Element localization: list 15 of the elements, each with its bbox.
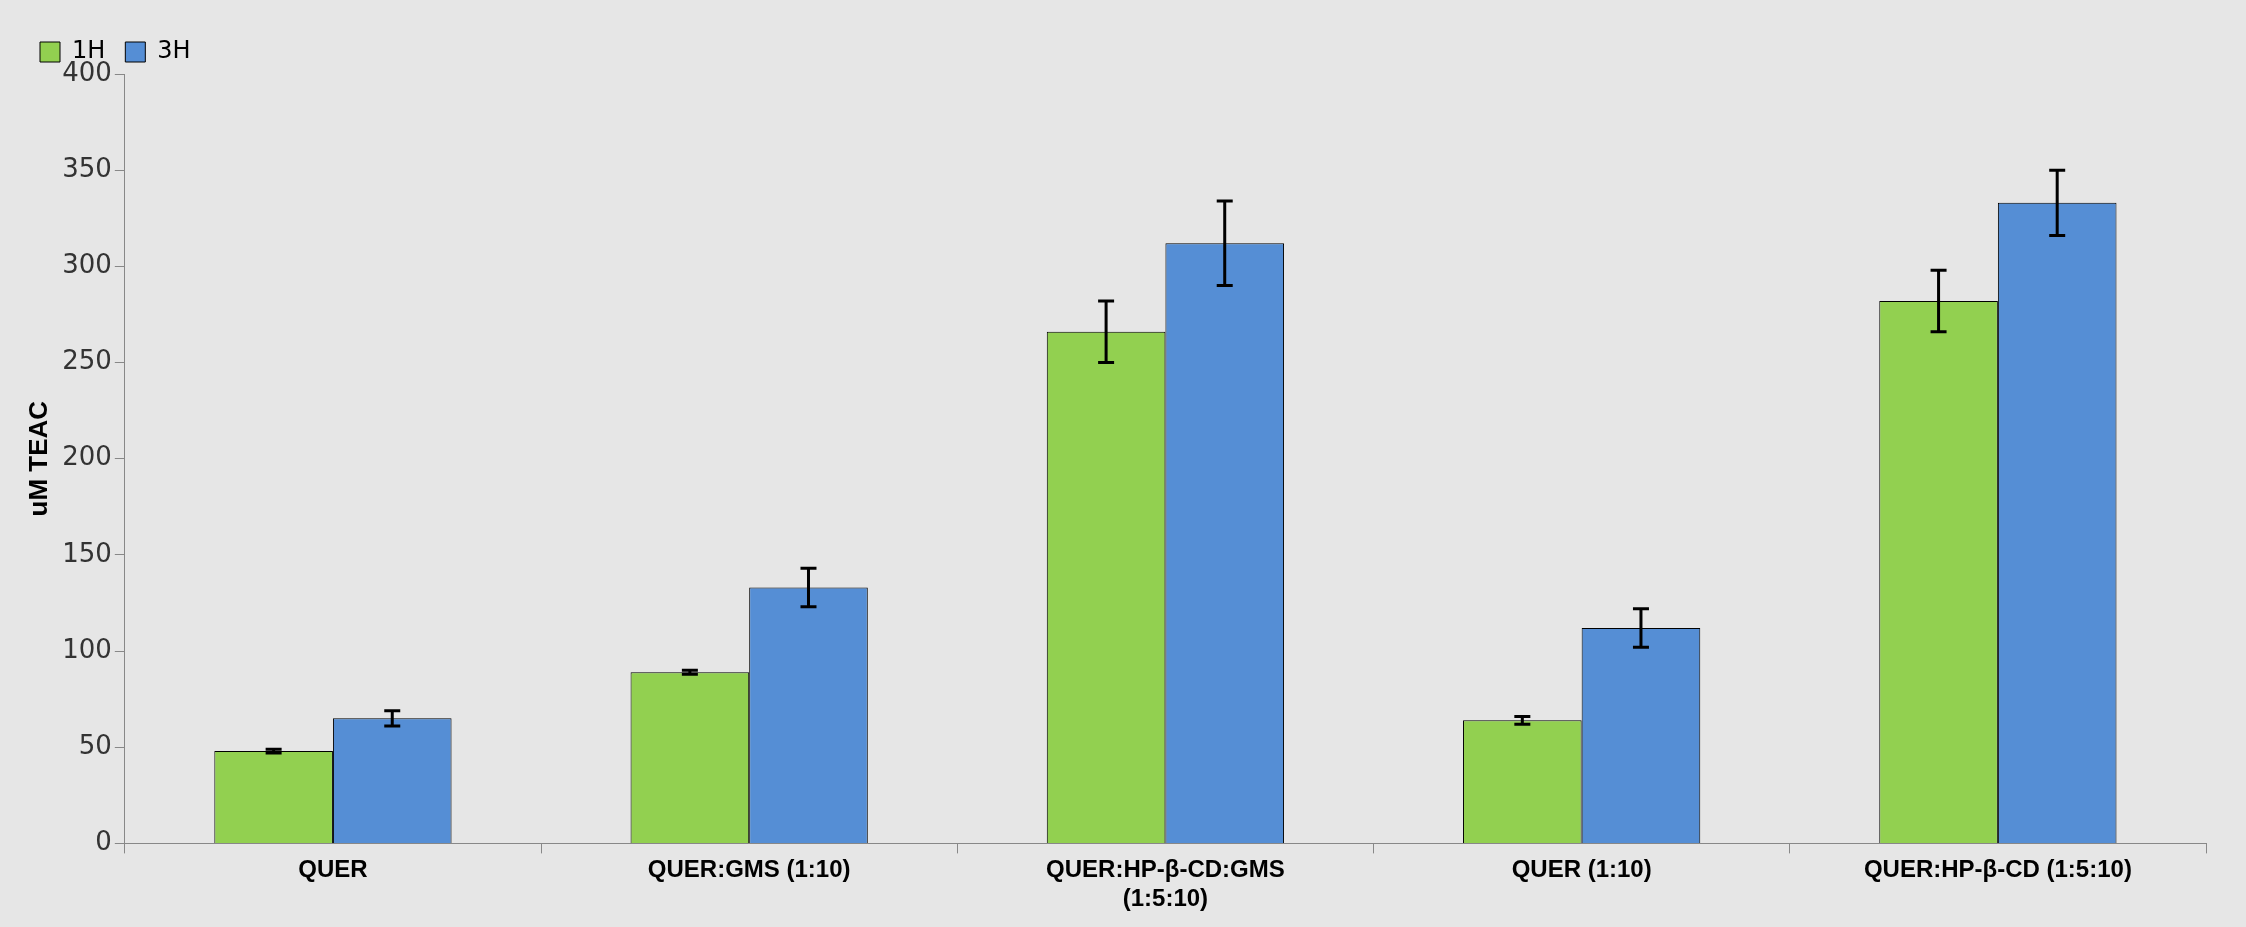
y-tick-label: 250 xyxy=(62,345,112,376)
y-axis-title: uM TEAC xyxy=(22,400,53,517)
y-tick-label: 350 xyxy=(62,152,112,183)
legend-label: 3H xyxy=(157,36,191,65)
x-tick-label: QUER xyxy=(298,855,368,883)
x-tick-label: QUER:GMS (1:10) xyxy=(647,855,851,883)
y-tick-label: 0 xyxy=(95,826,112,857)
y-tick-label: 50 xyxy=(78,729,112,760)
x-tick-label: QUER (1:10) xyxy=(1511,855,1652,883)
x-tick-label: QUER:HP-β-CD (1:5:10) xyxy=(1863,855,2132,883)
x-tick-label: QUER:HP-β-CD:GMS (1:5:10) xyxy=(1046,855,1285,912)
y-tick-label: 300 xyxy=(62,249,112,280)
y-tick-label: 200 xyxy=(62,441,112,472)
y-tick-label: 100 xyxy=(62,633,112,664)
y-tick-label: 150 xyxy=(62,537,112,568)
